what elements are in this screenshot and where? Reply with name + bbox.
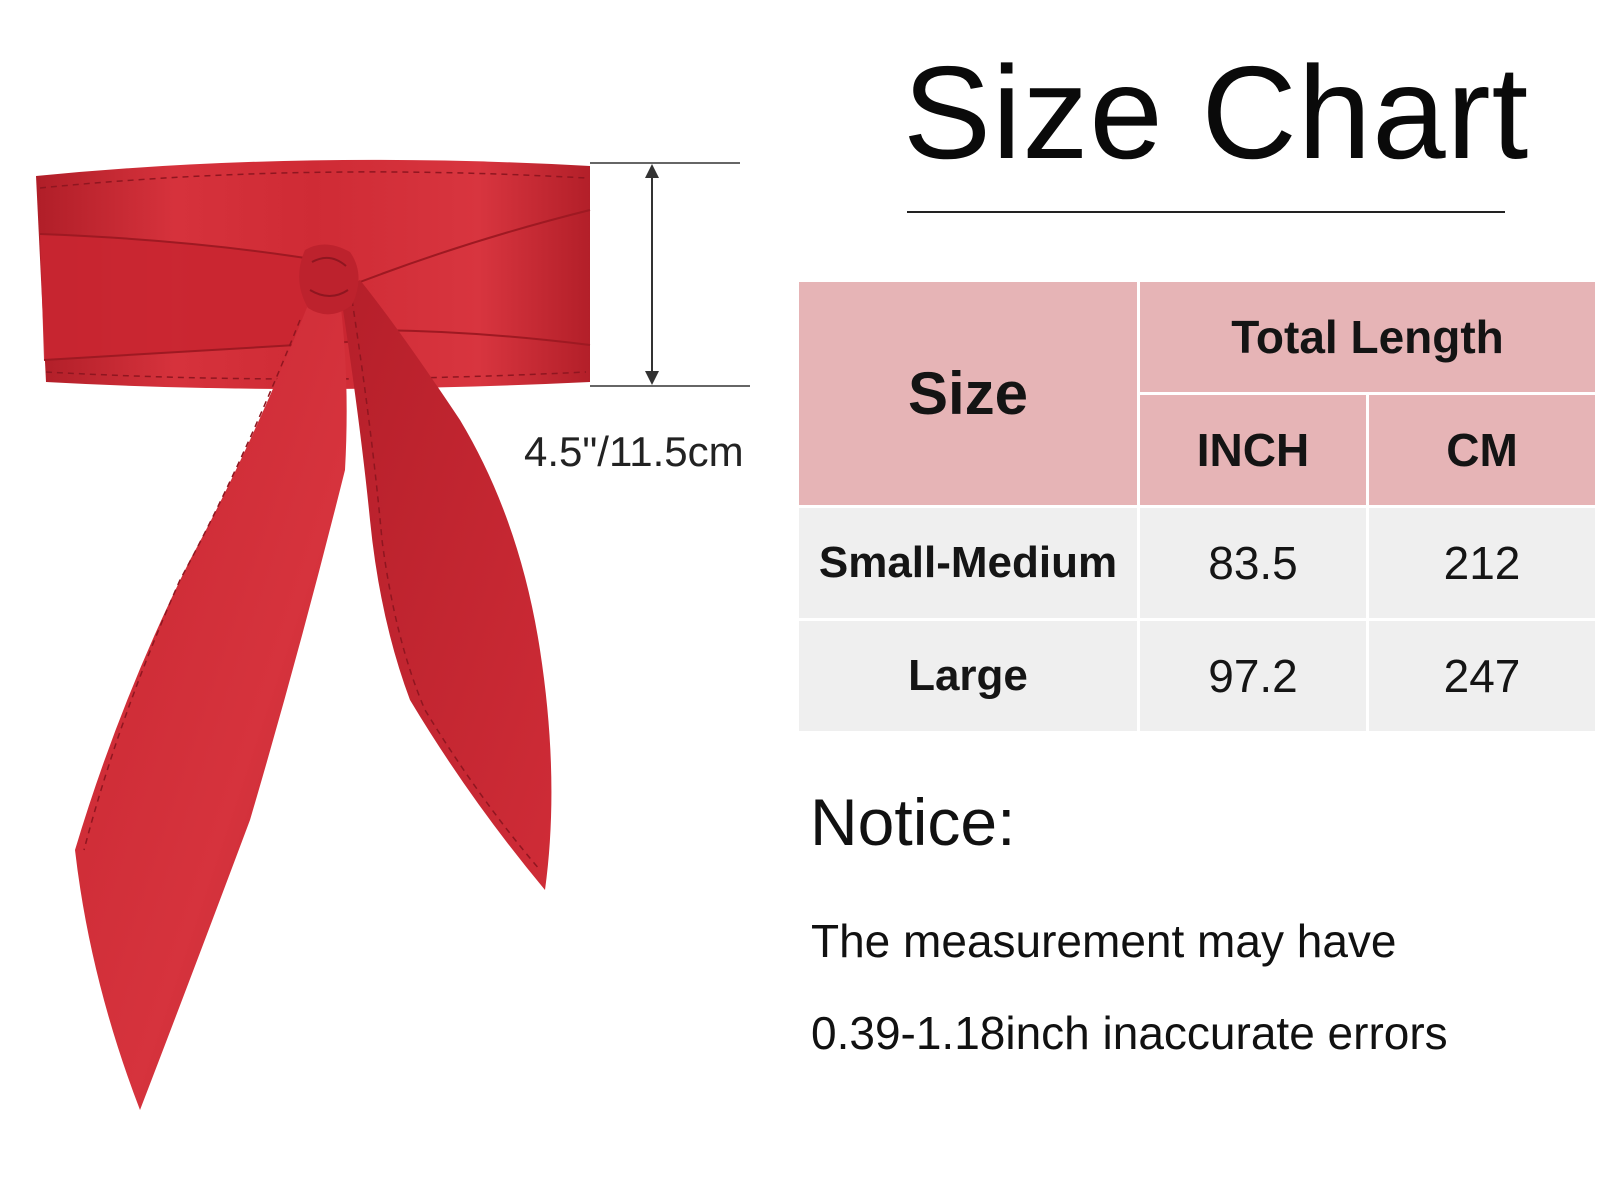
notice-text-line-2: 0.39-1.18inch inaccurate errors <box>811 1007 1448 1059</box>
notice-text-line-1: The measurement may have <box>811 915 1397 967</box>
table-subheader-row: INCH CM <box>798 392 1598 508</box>
belt-wrap-layer <box>40 234 380 360</box>
arrow-down-icon <box>645 371 659 385</box>
header-size: Size <box>796 279 1140 508</box>
header-total-length: Total Length <box>1137 279 1598 395</box>
belt-product-image <box>36 159 750 1110</box>
title-divider <box>907 211 1505 213</box>
belt-knot <box>299 244 359 315</box>
header-cm: CM <box>1366 392 1598 508</box>
size-table: Size Total Length INCH CM Small-Medium 8… <box>796 279 1598 734</box>
belt-tail-right <box>340 280 552 890</box>
row-size-name: Small-Medium <box>796 505 1140 621</box>
table-header-row: Size Total Length <box>796 279 1598 508</box>
row-inch-value: 83.5 <box>1137 505 1369 621</box>
table-row: Small-Medium 83.5 212 <box>796 505 1598 621</box>
belt-width-label: 4.5"/11.5cm <box>524 428 744 475</box>
row-cm-value: 247 <box>1366 618 1598 734</box>
belt-tail-left <box>75 300 347 1110</box>
arrow-up-icon <box>645 164 659 178</box>
notice-heading: Notice: <box>810 785 1016 859</box>
page-title: Size Chart <box>903 39 1530 186</box>
row-size-name: Large <box>796 618 1140 734</box>
row-inch-value: 97.2 <box>1137 618 1369 734</box>
row-cm-value: 212 <box>1366 505 1598 621</box>
header-inch: INCH <box>1137 392 1369 508</box>
table-row: Large 97.2 247 <box>796 618 1598 734</box>
